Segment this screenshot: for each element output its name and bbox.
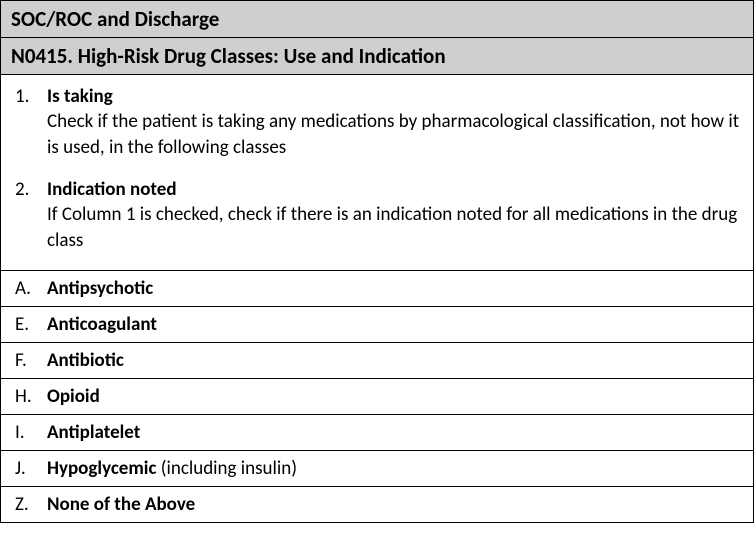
drug-name: Antibiotic [47, 349, 743, 372]
numbered-title: Is taking [47, 85, 743, 108]
drug-name: Antipsychotic [47, 277, 743, 300]
drug-name: Hypoglycemic (including insulin) [47, 457, 743, 480]
drug-letter: E. [11, 313, 47, 336]
drug-letter: H. [11, 385, 47, 408]
numbered-label: 2. [11, 178, 47, 253]
numbered-label: 1. [11, 85, 47, 160]
drug-name: None of the Above [47, 493, 743, 516]
drug-letter: A. [11, 277, 47, 300]
drug-row: F. Antibiotic [1, 342, 753, 378]
header-line-2: N0415. High-Risk Drug Classes: Use and I… [1, 38, 753, 75]
numbered-title: Indication noted [47, 178, 743, 201]
drug-row: Z. None of the Above [1, 486, 753, 522]
drug-row: J. Hypoglycemic (including insulin) [1, 450, 753, 486]
numbered-item: 2. Indication noted If Column 1 is check… [11, 178, 743, 253]
drug-letter: I. [11, 421, 47, 444]
drug-row: I. Antiplatelet [1, 414, 753, 450]
drug-row: H. Opioid [1, 378, 753, 414]
numbered-desc: Check if the patient is taking any medic… [47, 109, 743, 160]
numbered-desc: If Column 1 is checked, check if there i… [47, 202, 743, 253]
drug-letter: J. [11, 457, 47, 480]
drug-row: E. Anticoagulant [1, 306, 753, 342]
header-line-1: SOC/ROC and Discharge [1, 1, 753, 38]
drug-letter: F. [11, 349, 47, 372]
numbered-item: 1. Is taking Check if the patient is tak… [11, 85, 743, 160]
numbered-content: Indication noted If Column 1 is checked,… [47, 178, 743, 253]
numbered-content: Is taking Check if the patient is taking… [47, 85, 743, 160]
drug-name: Anticoagulant [47, 313, 743, 336]
drug-row: A. Antipsychotic [1, 270, 753, 306]
drug-name: Opioid [47, 385, 743, 408]
drug-letter: Z. [11, 493, 47, 516]
form-container: SOC/ROC and Discharge N0415. High-Risk D… [0, 0, 754, 523]
drug-name: Antiplatelet [47, 421, 743, 444]
numbered-section: 1. Is taking Check if the patient is tak… [1, 75, 753, 270]
